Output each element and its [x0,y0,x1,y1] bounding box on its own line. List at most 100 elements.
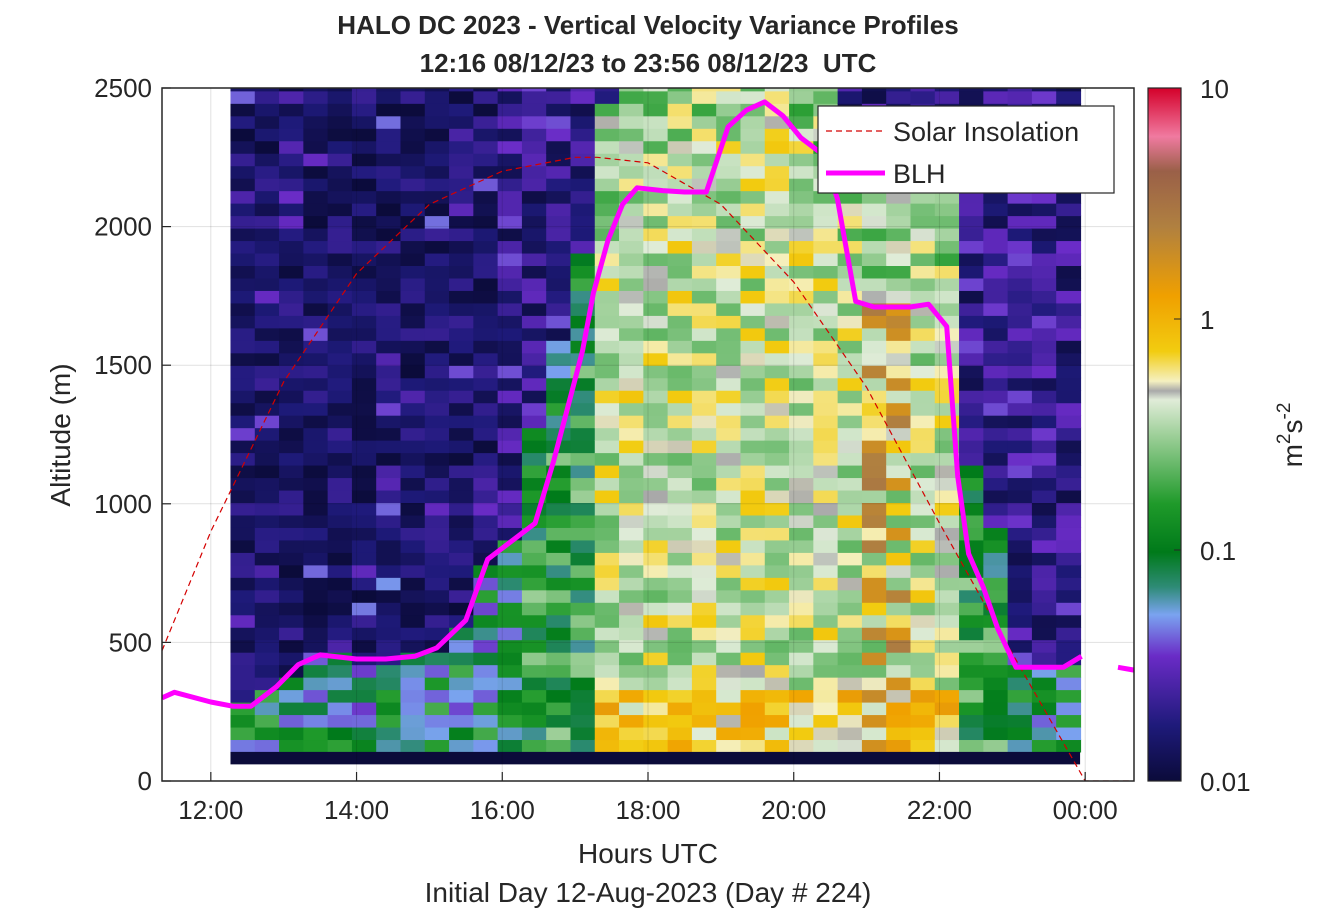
heatmap-cell [424,240,450,254]
heatmap-cell [789,88,814,92]
heatmap-cell [667,265,693,279]
heatmap-cell [254,539,280,553]
heatmap-cell [497,639,523,653]
heatmap-cell [279,489,304,504]
heatmap-cell [643,440,669,454]
heatmap-cell [1056,464,1082,479]
heatmap-cell [813,277,839,291]
heatmap-cell [1007,639,1033,653]
heatmap-cell [813,564,839,578]
x-tick-label: 22:00 [907,795,972,825]
heatmap-cell [983,427,1009,441]
heatmap-cell [400,726,426,741]
heatmap-cell [861,215,887,229]
heatmap-cell [691,427,717,441]
heatmap-cell [691,277,717,291]
heatmap-cell [740,452,766,466]
heatmap-cell [934,265,960,279]
heatmap-cell [376,452,402,466]
heatmap-cell [521,377,547,391]
heatmap-cell [449,115,474,129]
heatmap-cell [546,527,572,541]
heatmap-cell [376,327,402,341]
heatmap-cell [1056,227,1082,242]
heatmap-cell [619,90,644,104]
heatmap-cell [740,390,766,404]
heatmap-cell [594,415,620,429]
heatmap-cell [691,352,717,366]
heatmap-cell [546,489,572,504]
heatmap-cell [376,539,402,553]
heatmap-cell [230,602,256,616]
heatmap-cell [764,514,790,528]
heatmap-cell [594,739,620,753]
heatmap-cell [789,514,814,528]
heatmap-cell [376,365,402,379]
heatmap-cell [521,427,547,441]
heatmap-cell [424,302,450,316]
heatmap-cell [351,739,377,753]
heatmap-cell [521,165,547,179]
heatmap-cell [594,702,620,716]
heatmap-cell [473,290,499,304]
x-tick-label: 14:00 [324,795,389,825]
heatmap-cell [279,377,304,391]
heatmap-cell [959,440,984,454]
heatmap-cell [1056,577,1082,591]
heatmap-cell [1056,689,1082,703]
heatmap-cell [934,502,960,516]
heatmap-cell [327,377,353,391]
heatmap-cell [764,88,790,92]
heatmap-cell [594,564,620,578]
heatmap-cell [303,477,329,491]
heatmap-cell [230,427,256,441]
heatmap-cell [327,477,353,491]
heatmap-cell [789,215,814,229]
heatmap-cell [303,265,329,279]
heatmap-cell [473,90,499,104]
heatmap-cell [886,327,912,341]
y-tick-label: 2000 [94,212,152,242]
heatmap-cell [861,652,887,666]
heatmap-cell [521,302,547,316]
heatmap-cell [254,302,280,316]
heatmap-cell [861,190,887,204]
heatmap-cell [279,88,304,92]
heatmap-cell [279,402,304,416]
heatmap-cell [351,489,377,504]
heatmap-cell [303,639,329,653]
heatmap-cell [303,302,329,316]
heatmap-cell [716,402,742,416]
heatmap-cell [983,564,1009,578]
heatmap-cell [279,190,304,204]
heatmap-cell [279,589,304,603]
heatmap-cell [473,689,499,703]
heatmap-cell [959,315,984,329]
heatmap-cell [619,452,644,466]
heatmap-cell [594,178,620,192]
heatmap-cell [910,452,936,466]
heatmap-cell [351,140,377,154]
heatmap-cell [570,165,596,179]
heatmap-cell [667,464,693,479]
heatmap-cell [1007,440,1033,454]
heatmap-cell [983,90,1009,104]
heatmap-cell [1031,726,1057,741]
heatmap-cell [764,315,790,329]
heatmap-cell [910,88,936,92]
heatmap-cell [959,215,984,229]
heatmap-cell [764,564,790,578]
heatmap-cell [643,627,669,641]
heatmap-cell [861,90,887,104]
heatmap-cell [667,689,693,703]
heatmap-cell [837,514,863,528]
heatmap-cell [254,489,280,504]
heatmap-cell [351,639,377,653]
heatmap-cell [740,165,766,179]
heatmap-cell [959,614,984,628]
heatmap-cell [254,440,280,454]
heatmap-cell [449,103,474,117]
heatmap-cell [351,627,377,641]
heatmap-cell [351,103,377,117]
colorbar-tick-label: 10 [1200,74,1229,104]
